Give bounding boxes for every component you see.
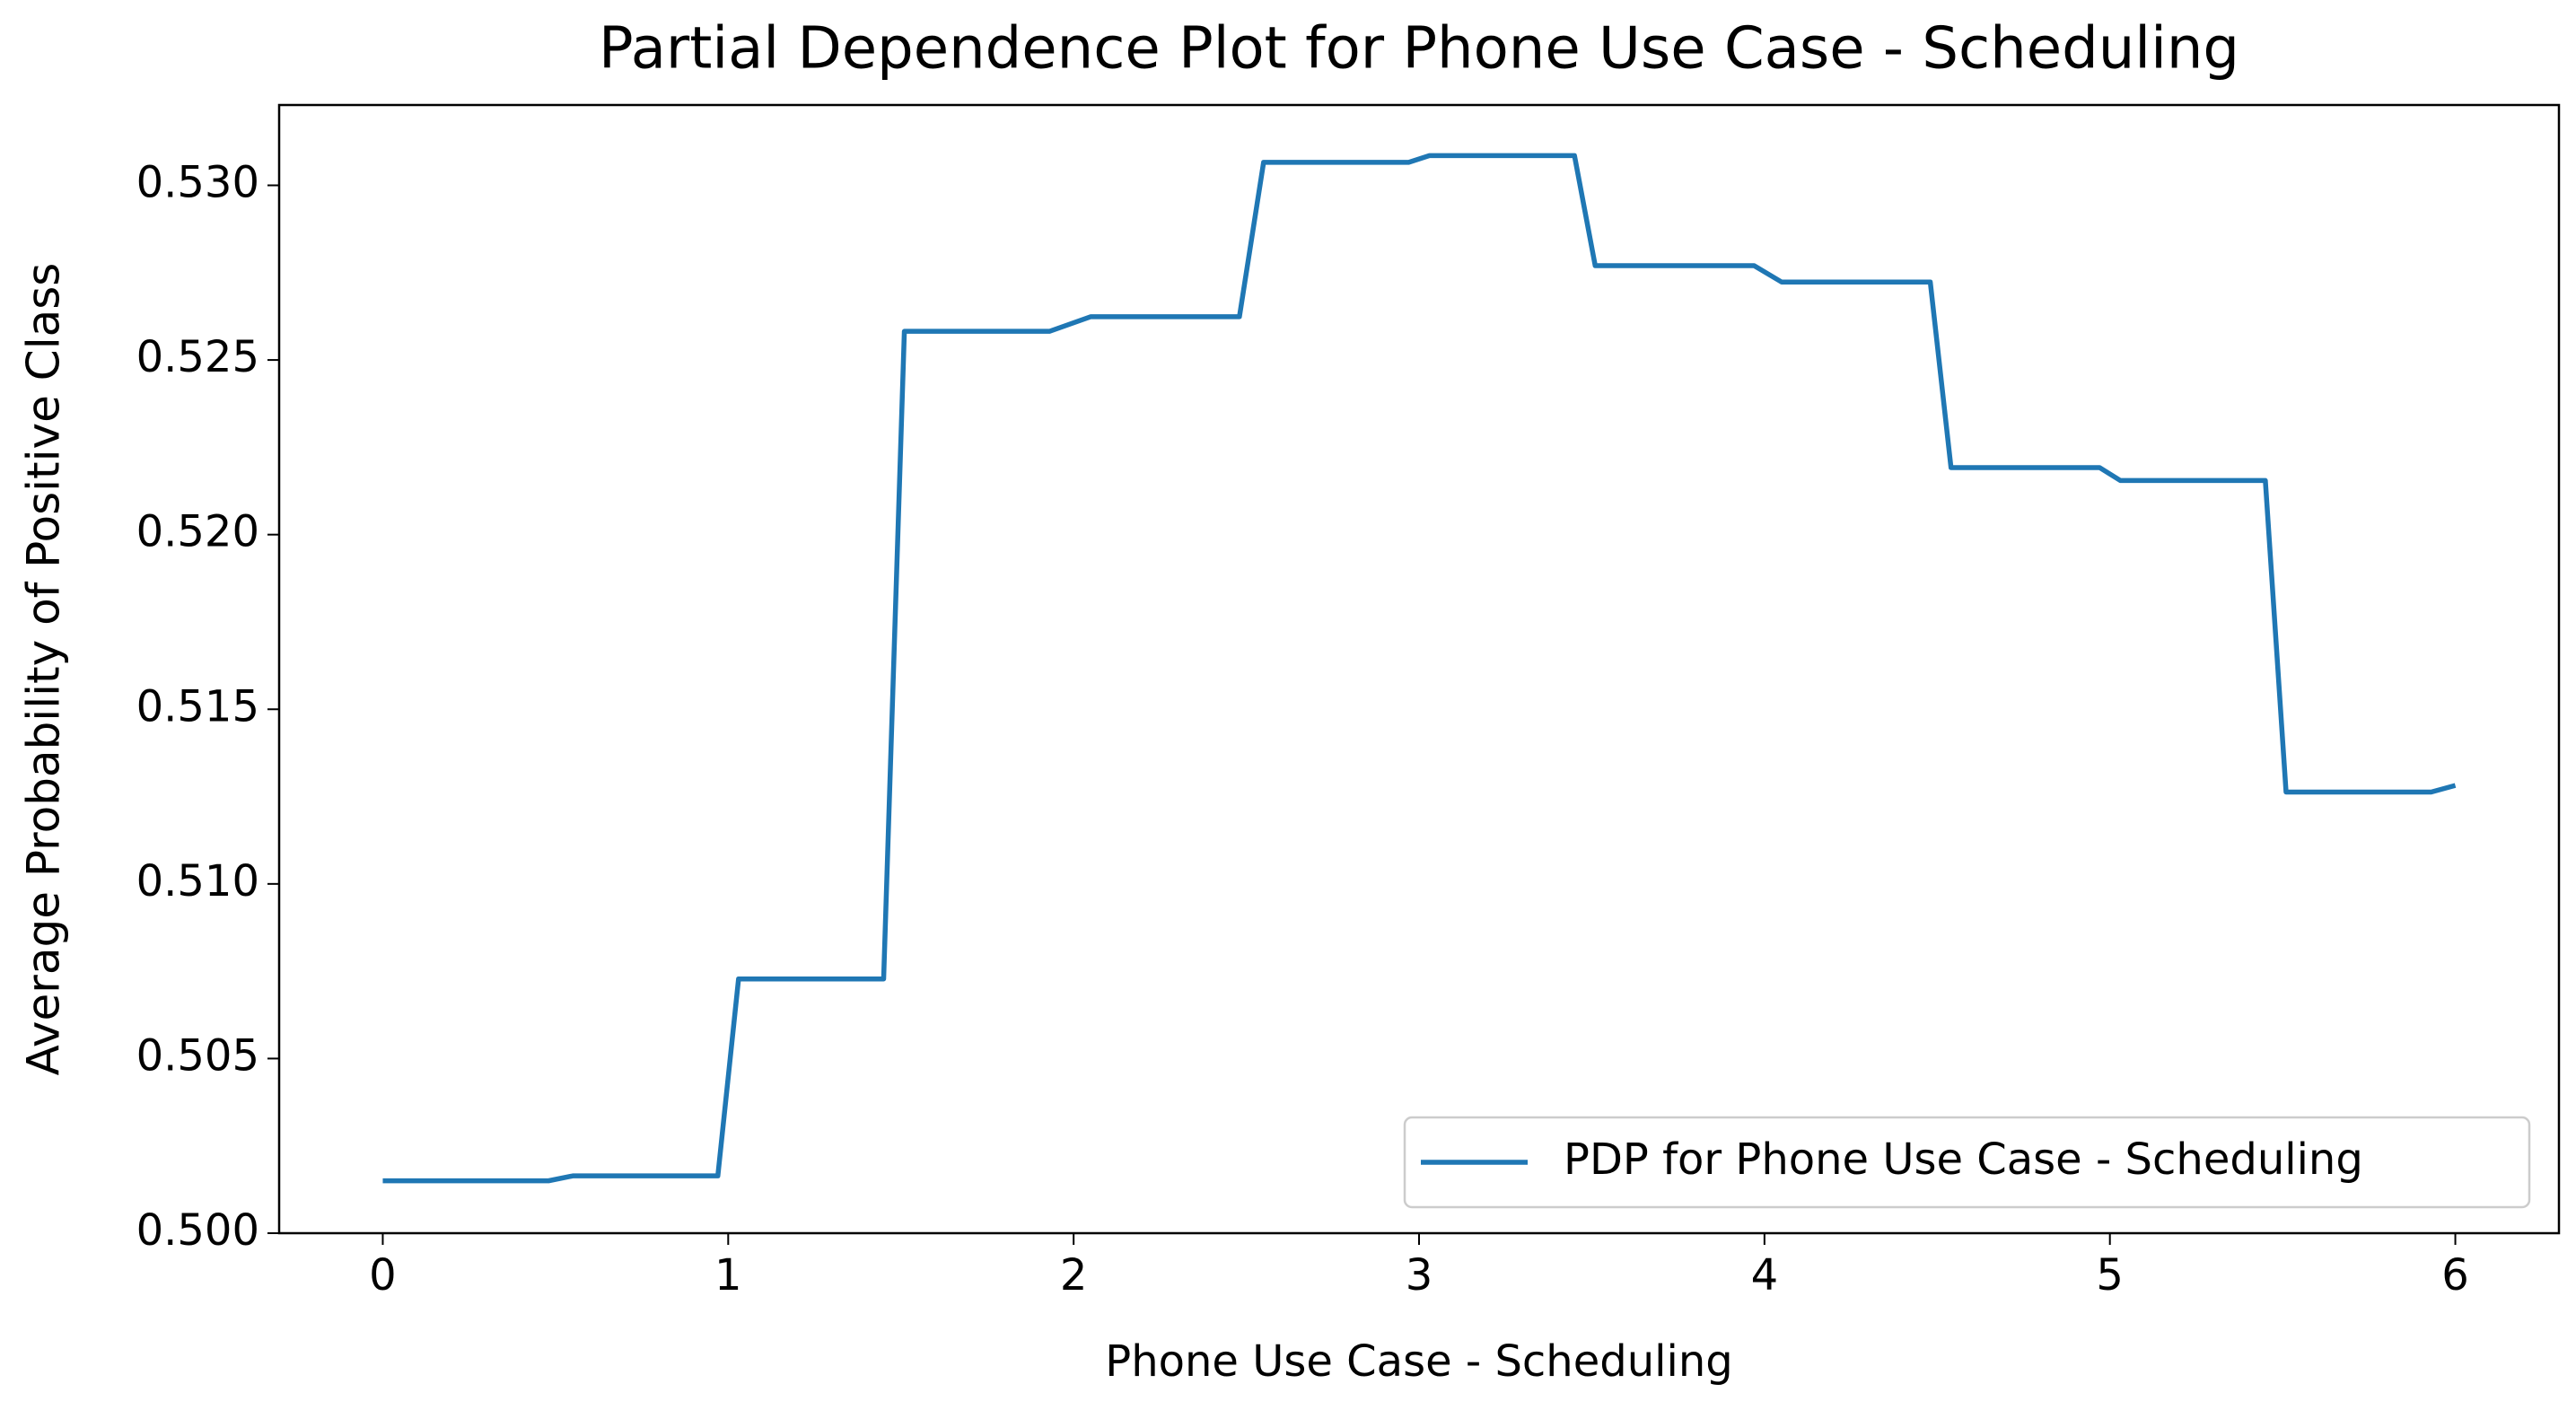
plot-frame <box>277 103 2561 1235</box>
y-tick-label: 0.520 <box>136 507 259 557</box>
y-tick-label: 0.530 <box>136 158 259 208</box>
y-tick-label: 0.510 <box>136 856 259 906</box>
x-axis-label: Phone Use Case - Scheduling <box>1105 1336 1732 1387</box>
legend-box <box>1403 1116 2531 1209</box>
y-tick-label: 0.525 <box>136 332 259 382</box>
y-tick-label: 0.515 <box>136 681 259 731</box>
y-tick-label: 0.505 <box>136 1030 259 1081</box>
x-tick-label: 5 <box>2096 1250 2124 1301</box>
y-axis-label: Average Probability of Positive Class <box>18 263 70 1076</box>
chart-title: Partial Dependence Plot for Phone Use Ca… <box>599 16 2239 83</box>
x-tick-label: 3 <box>1406 1250 1433 1301</box>
x-tick-label: 6 <box>2441 1250 2469 1301</box>
legend-label: PDP for Phone Use Case - Scheduling <box>1564 1134 2363 1185</box>
x-tick-label: 1 <box>714 1250 742 1301</box>
line-series <box>382 153 2457 1184</box>
x-tick-label: 0 <box>369 1250 397 1301</box>
y-tick-label: 0.500 <box>136 1205 259 1256</box>
x-tick-label: 2 <box>1060 1250 1088 1301</box>
x-tick-label: 4 <box>1751 1250 1779 1301</box>
